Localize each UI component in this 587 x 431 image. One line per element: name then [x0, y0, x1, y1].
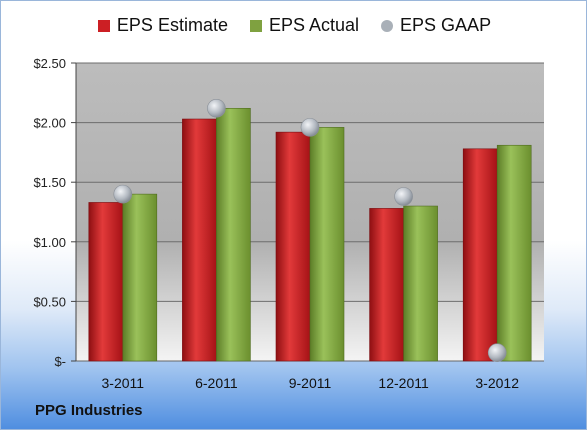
- legend-swatch-eps-estimate: [97, 19, 110, 32]
- bar-eps-estimate: [182, 118, 217, 362]
- legend-label-eps-gaap: EPS GAAP: [400, 15, 492, 35]
- marker-eps-gaap: [300, 118, 320, 137]
- x-tick-label: 9-2011: [289, 375, 332, 391]
- bar-eps-actual: [122, 193, 158, 362]
- x-tick-label: 6-2011: [195, 375, 238, 391]
- bar-eps-actual: [496, 144, 532, 362]
- bar-eps-actual: [216, 107, 251, 362]
- company-name: PPG Industries: [35, 402, 143, 419]
- y-tick-label: $2.50: [33, 56, 66, 71]
- bar-eps-actual: [309, 127, 345, 362]
- bar-eps-estimate: [369, 208, 404, 362]
- marker-eps-gaap: [487, 343, 507, 362]
- y-tick-label: $1.00: [33, 235, 66, 250]
- marker-eps-gaap: [207, 98, 226, 118]
- bar-eps-estimate: [462, 148, 498, 362]
- legend-swatch-eps-gaap: [381, 19, 394, 32]
- y-tick-label: $0.50: [33, 294, 66, 309]
- bar-eps-estimate: [88, 202, 124, 362]
- y-tick-label: $-: [54, 354, 66, 369]
- y-tick-label: $1.50: [33, 175, 66, 190]
- legend-swatch-eps-actual: [249, 19, 262, 32]
- legend-label-eps-actual: EPS Actual: [268, 15, 360, 35]
- legend-item-eps-gaap: EPS GAAP: [381, 15, 491, 36]
- legend-label-eps-estimate: EPS Estimate: [116, 15, 228, 35]
- bar-eps-actual: [403, 205, 438, 362]
- x-tick-label: 3-2011: [102, 375, 145, 391]
- x-tick-label: 3-2012: [475, 375, 519, 391]
- legend: EPS Estimate EPS Actual EPS GAAP: [1, 15, 587, 36]
- bar-eps-estimate: [275, 131, 311, 362]
- y-tick-label: $2.00: [33, 116, 66, 131]
- legend-item-eps-estimate: EPS Estimate: [97, 15, 228, 36]
- marker-eps-gaap: [394, 187, 413, 206]
- marker-eps-gaap: [113, 184, 133, 204]
- legend-item-eps-actual: EPS Actual: [249, 15, 360, 36]
- x-tick-label: 12-2011: [378, 375, 429, 391]
